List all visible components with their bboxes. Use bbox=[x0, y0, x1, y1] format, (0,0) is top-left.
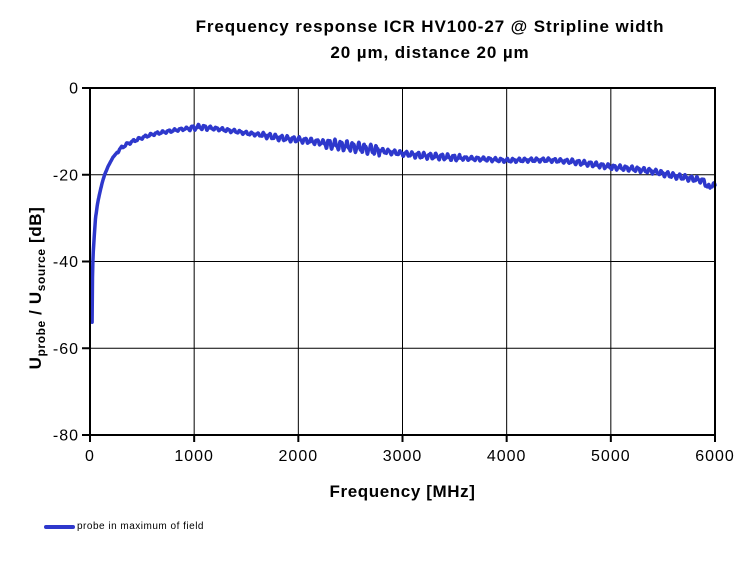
response-curve bbox=[90, 122, 717, 324]
x-tick-label: 0 bbox=[85, 448, 95, 465]
x-tick-label: 5000 bbox=[591, 448, 631, 465]
chart-title: Frequency response ICR HV100-27 @ Stripl… bbox=[105, 14, 750, 66]
x-axis-title: Frequency [MHz] bbox=[329, 482, 476, 501]
legend-line-marker bbox=[44, 524, 75, 529]
y-tick-label: 0 bbox=[69, 81, 79, 98]
legend-label: probe in maximum of field bbox=[77, 521, 204, 532]
x-tick-label: 6000 bbox=[695, 448, 735, 465]
x-tick-label: 3000 bbox=[383, 448, 423, 465]
y-tick-label: -80 bbox=[53, 428, 79, 445]
chart-title-line1: Frequency response ICR HV100-27 @ Stripl… bbox=[195, 17, 665, 36]
x-tick-label: 4000 bbox=[487, 448, 527, 465]
y-tick-label: -20 bbox=[53, 167, 79, 184]
legend: probe in maximum of field bbox=[44, 521, 204, 532]
y-tick-label: -60 bbox=[53, 341, 79, 358]
x-tick-label: 2000 bbox=[279, 448, 319, 465]
x-tick-label: 1000 bbox=[174, 448, 214, 465]
chart-title-line2: 20 µm, distance 20 µm bbox=[330, 43, 530, 62]
y-tick-label: -40 bbox=[53, 254, 79, 271]
